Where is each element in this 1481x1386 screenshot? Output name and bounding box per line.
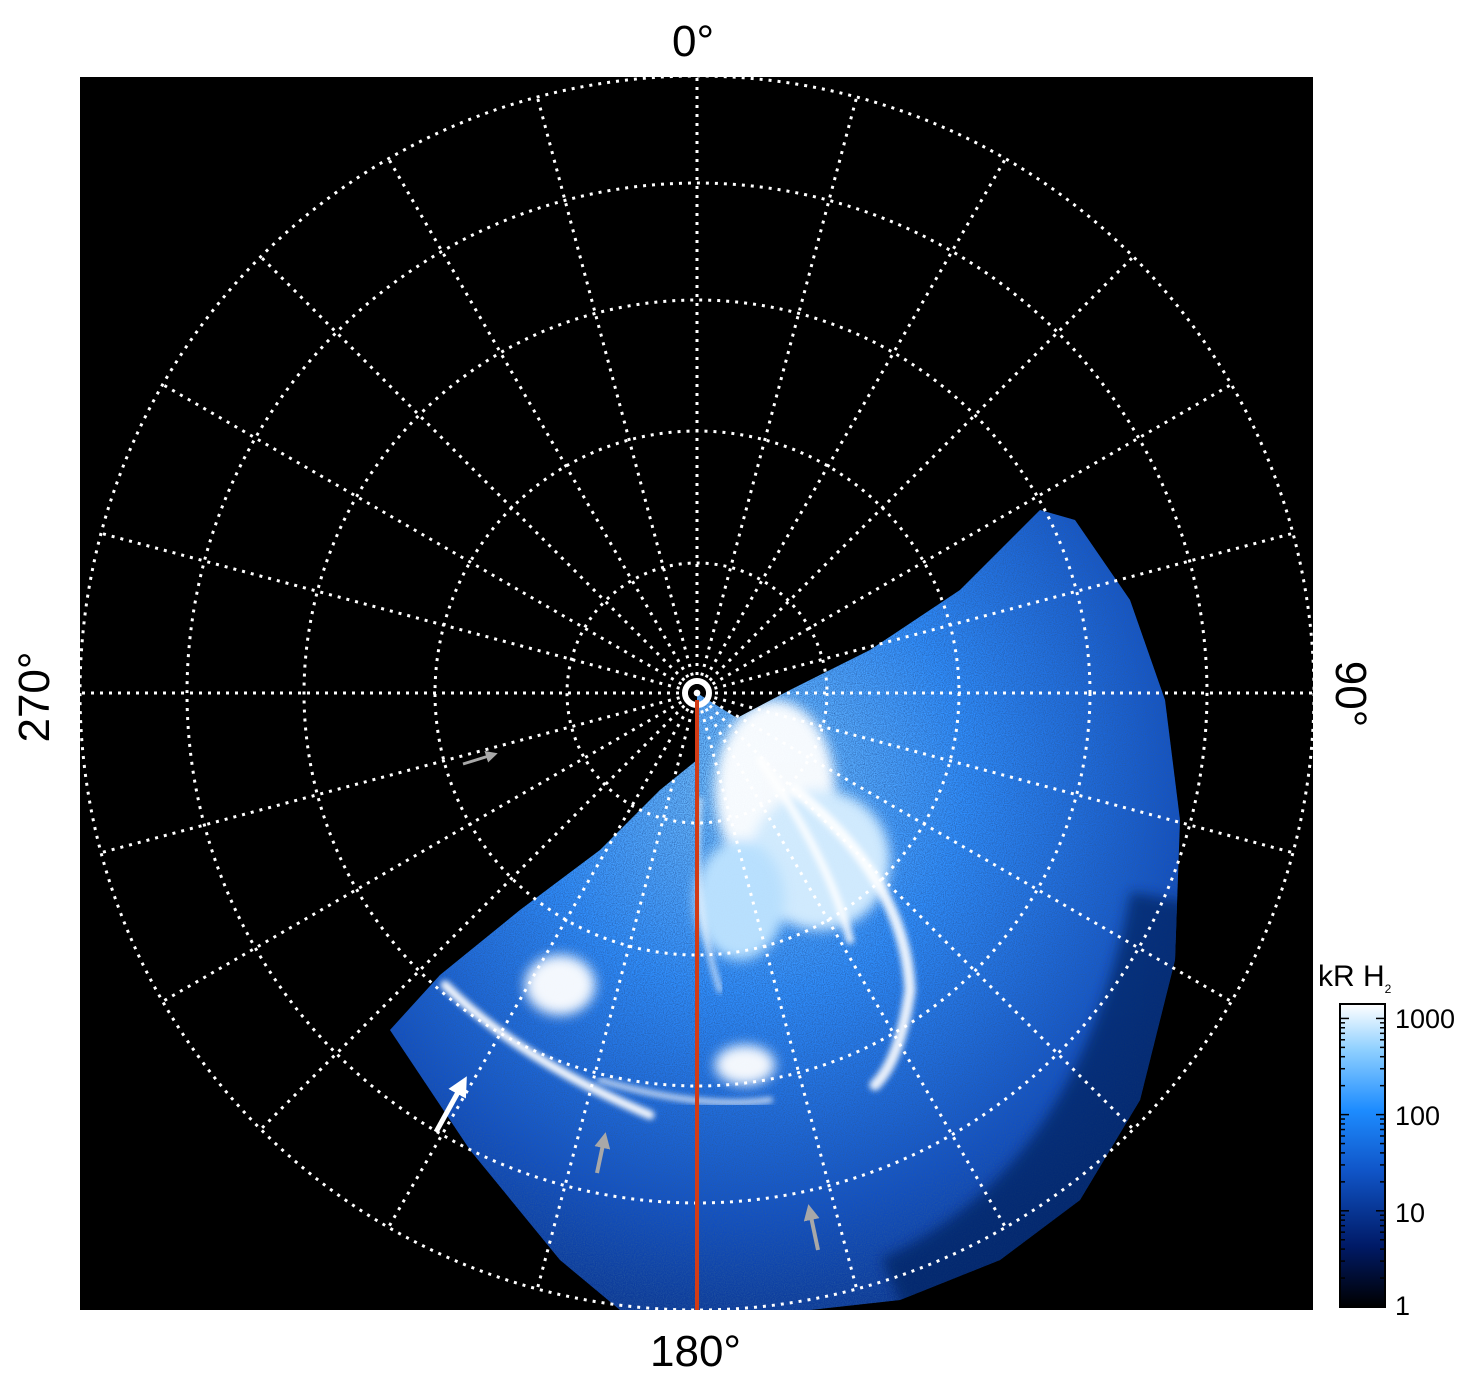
label-right: 90° [1326,660,1375,728]
latitude-circle [302,298,1092,1088]
meridian-line [387,692,699,1229]
meridian-line [161,691,698,1003]
colorbar-minor-ticks [1340,1017,1385,1308]
meridian-line [695,692,1007,1229]
meridian-line [387,157,699,694]
gray-arrow-icon [594,1132,611,1174]
colorbar [1339,1003,1386,1308]
meridian-line [696,383,1233,695]
meridian-line [695,96,859,694]
latitude-circle [565,561,829,825]
label-top: 0° [672,17,715,66]
polar-grid [80,77,1313,1310]
meridian-line [695,692,859,1290]
meridian-line [695,255,1135,695]
meridian-line [259,255,699,695]
meridian-line [696,691,1233,1003]
meridian-line [696,691,1294,855]
label-bottom: 180° [650,1327,742,1376]
meridian-line [695,691,1135,1131]
colorbar-tick-label: 1000 [1395,1004,1456,1034]
meridian-line [259,691,699,1131]
meridian-line [100,531,698,695]
meridian-line [161,383,698,695]
meridian-line [696,531,1294,695]
colorbar-tick-label: 100 [1395,1101,1441,1131]
meridian-line [535,692,699,1290]
gray-arrow-icon [803,1204,820,1251]
gray-arrow-icon [462,751,498,766]
meridian-line [695,157,1007,694]
colorbar-tick-label: 1 [1395,1291,1411,1321]
colorbar-title: kR H2 [1318,960,1392,996]
colorbar-tick-label: 10 [1395,1198,1426,1228]
white-arrow-icon [433,1076,467,1134]
label-left: 270° [10,651,59,743]
colorbar-scale [1339,1003,1386,1308]
meridian-line [535,96,699,694]
meridian-line [100,691,698,855]
